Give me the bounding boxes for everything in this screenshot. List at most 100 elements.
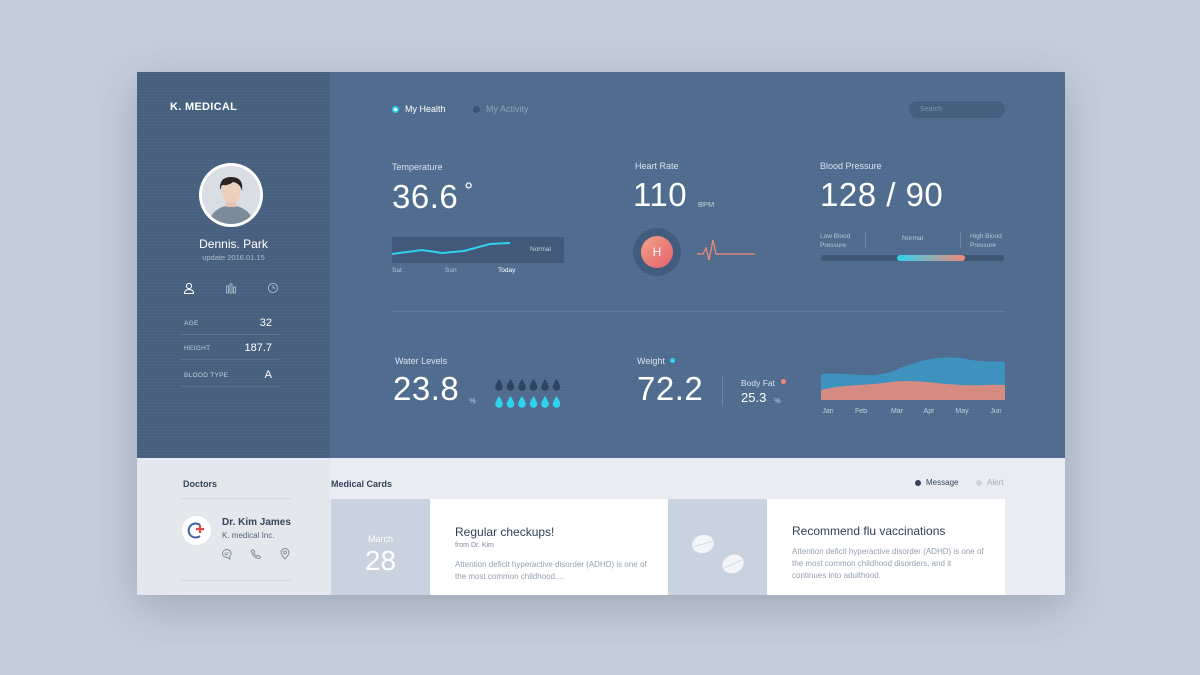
card-date-block: March 28 — [331, 499, 430, 595]
month-tick-label: Feb — [855, 408, 867, 415]
day-label-sat: Sat — [392, 267, 402, 274]
temperature-label: Temperature — [392, 162, 443, 172]
temperature-chart — [392, 237, 564, 263]
heartbeat-line-icon — [697, 239, 755, 261]
stat-row-blood-type: BLOOD TYPE A — [181, 362, 279, 387]
alert-dot — [976, 479, 982, 486]
month-tick-label: Jun — [990, 408, 1001, 415]
degree-unit: ° — [464, 178, 474, 203]
weight-legend-dot — [670, 358, 675, 363]
user-name: Dennis. Park — [199, 237, 268, 251]
stat-label: BLOOD TYPE — [184, 372, 229, 379]
message-icon[interactable] — [221, 548, 233, 560]
month-tick-label: Apr — [924, 408, 936, 415]
avatar[interactable] — [199, 163, 263, 227]
tab-inactive-dot — [473, 105, 480, 113]
tab-label: My Health — [405, 104, 446, 114]
heart-rate-badge[interactable]: H — [641, 236, 673, 268]
water-drop — [495, 396, 503, 408]
card-title: Regular checkups! — [455, 525, 555, 539]
water-drop — [518, 396, 526, 408]
body-fat-unit: % — [774, 396, 781, 405]
month-tick-label: Jan — [822, 408, 833, 415]
water-levels-value: 23.8 — [393, 370, 460, 407]
stat-value: 187.7 — [244, 342, 272, 354]
water-drop — [506, 379, 515, 391]
sidebar-icons — [183, 282, 279, 294]
water-drop — [541, 396, 549, 408]
search-input[interactable]: Search — [909, 101, 1005, 118]
temperature-value: 36.6 ° — [392, 178, 474, 216]
avatar-photo — [202, 166, 260, 224]
medical-cross-icon — [187, 522, 204, 539]
doctors-title: Doctors — [183, 479, 218, 489]
month-tick-label: May — [955, 408, 969, 415]
card-pills-image — [668, 499, 767, 595]
doctors-panel: Doctors Dr. Kim James K. medical Inc. — [137, 458, 330, 595]
brand-logo: K. MEDICAL — [170, 101, 238, 113]
water-drop — [529, 396, 538, 408]
doctor-contact-icons — [221, 548, 291, 560]
water-levels-unit: % — [469, 396, 476, 405]
blood-pressure-bar — [821, 255, 1004, 261]
water-drop — [529, 379, 538, 391]
medical-card-checkup[interactable]: Regular checkups! from Dr. Kim Attention… — [430, 499, 668, 595]
dashboard-window: K. MEDICAL Dennis. Park update 2016.01.1… — [137, 72, 1065, 595]
body-fat-label: Body Fat — [741, 378, 776, 388]
clock-icon[interactable] — [267, 282, 279, 294]
heart-rate-value: 110 — [633, 176, 688, 213]
day-label-sun: Sun — [445, 267, 457, 274]
card-day: 28 — [364, 545, 397, 576]
tab-my-health[interactable]: My Health — [392, 104, 446, 114]
low-pressure-label: Low Blood Pressure — [820, 233, 851, 249]
stat-row-age: AGE 32 — [181, 310, 279, 335]
phone-icon[interactable] — [250, 548, 262, 560]
legend-message[interactable]: Message — [915, 478, 958, 487]
tab-active-dot — [392, 105, 399, 113]
card-title: Recommend flu vaccinations — [792, 524, 946, 538]
blood-pressure-indicator — [897, 255, 965, 261]
pressure-divider — [865, 232, 866, 248]
weight-value: 72.2 — [637, 370, 704, 407]
weight-area-chart: Jan Feb Mar Apr May Jun — [821, 357, 1005, 415]
legend-label: Alert — [987, 478, 1004, 487]
sidebar: K. MEDICAL Dennis. Park update 2016.01.1… — [137, 72, 330, 458]
search-placeholder: Search — [920, 106, 943, 113]
water-drop — [495, 379, 503, 391]
normal-pressure-label: Normal — [902, 235, 923, 242]
month-tick-label: Mar — [891, 408, 904, 415]
doctors-divider — [181, 498, 291, 499]
location-icon[interactable] — [279, 548, 291, 560]
doctor-name[interactable]: Dr. Kim James — [222, 517, 291, 528]
message-dot — [915, 479, 921, 486]
doctor-avatar[interactable] — [182, 516, 211, 545]
medical-card-flu[interactable]: Recommend flu vaccinations Attention def… — [767, 499, 1005, 595]
medical-cards-title: Medical Cards — [331, 479, 393, 489]
legend-label: Message — [926, 478, 959, 487]
body-fat-legend-dot — [781, 379, 786, 384]
day-label-today: Today — [498, 267, 516, 274]
heart-rate-label: Heart Rate — [635, 161, 679, 171]
stat-row-height: HEIGHT 187.7 — [181, 335, 279, 360]
bottom-section: Doctors Dr. Kim James K. medical Inc. — [137, 458, 1065, 595]
health-panel: K. MEDICAL Dennis. Park update 2016.01.1… — [137, 72, 1065, 458]
tab-my-activity[interactable]: My Activity — [473, 104, 529, 114]
water-drop — [518, 379, 526, 391]
stat-value: 32 — [259, 317, 272, 329]
user-icon[interactable] — [183, 282, 195, 294]
heart-rate-unit: BPM — [698, 200, 715, 209]
heart-rate-ring: H — [633, 228, 681, 276]
stat-value: A — [264, 369, 272, 381]
high-pressure-label: High Blood Pressure — [970, 233, 1002, 249]
card-text: Attention deficit hyperactive disorder (… — [792, 547, 984, 580]
chart-icon[interactable] — [225, 282, 237, 294]
stat-label: AGE — [184, 320, 199, 327]
water-drop — [552, 396, 561, 408]
section-divider — [392, 311, 1005, 312]
water-drop — [506, 396, 515, 408]
temperature-status: Normal — [530, 246, 551, 253]
pills-icon — [692, 534, 744, 574]
legend-alert[interactable]: Alert — [976, 478, 1003, 487]
blood-pressure-value: 128 / 90 — [820, 176, 944, 213]
blood-pressure-label: Blood Pressure — [820, 161, 882, 171]
